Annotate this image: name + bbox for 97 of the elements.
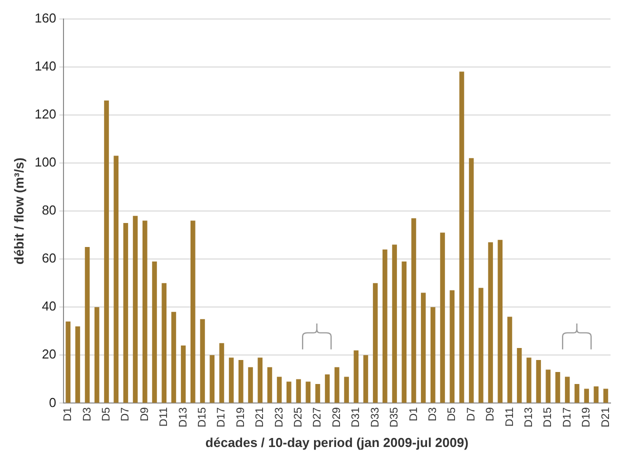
x-axis-title: décades / 10-day period (jan 2009-jul 2009) <box>205 434 468 450</box>
x-tick-label: D21 <box>600 407 612 428</box>
bar <box>152 261 157 403</box>
bar <box>286 382 292 403</box>
bar <box>210 355 215 403</box>
y-tick-label: 120 <box>34 106 56 122</box>
y-tick-label: 40 <box>42 298 56 314</box>
x-tick-label: D15 <box>542 407 554 428</box>
x-tick-label: D1 <box>62 407 74 422</box>
bar <box>132 216 138 403</box>
x-tick-label: D5 <box>446 407 458 422</box>
x-tick-label: D33 <box>369 407 382 428</box>
x-tick-label: D35 <box>388 407 401 428</box>
bar <box>324 374 330 403</box>
bar <box>411 218 416 403</box>
bar <box>248 367 253 403</box>
bar <box>564 376 570 403</box>
y-tick-label: 140 <box>34 58 56 74</box>
y-tick-label: 0 <box>49 394 56 410</box>
bar <box>526 358 532 403</box>
bar <box>402 261 407 403</box>
bar <box>114 156 118 403</box>
bar <box>546 370 551 403</box>
y-tick-label: 60 <box>42 250 56 266</box>
bar <box>468 158 474 403</box>
bar <box>450 290 455 403</box>
x-tick-label: D3 <box>426 407 439 422</box>
bar <box>459 72 464 403</box>
bar <box>574 384 580 403</box>
bar <box>94 307 100 403</box>
x-tick-label: D7 <box>120 407 132 422</box>
x-tick-label: D5 <box>100 407 113 422</box>
x-tick-label: D17 <box>561 407 574 428</box>
x-tick-label: D9 <box>484 407 497 422</box>
y-tick-label: 100 <box>34 154 56 170</box>
bar <box>75 326 80 403</box>
x-tick-label: D19 <box>234 407 247 428</box>
x-tick-label: D11 <box>158 407 170 427</box>
y-tick-label: 160 <box>34 10 56 26</box>
bar <box>228 358 234 403</box>
bar <box>440 232 445 403</box>
bar <box>354 350 359 403</box>
bar <box>306 382 311 403</box>
bar <box>594 386 599 403</box>
bar <box>219 343 224 403</box>
bar <box>238 360 244 403</box>
y-tick-label: 20 <box>42 346 56 362</box>
bar <box>584 388 589 403</box>
bar <box>555 372 560 403</box>
y-axis-title: débit / flow (m³/s) <box>11 158 26 264</box>
x-tick-label: D7 <box>465 407 478 422</box>
bar <box>190 220 196 403</box>
bar <box>315 384 320 403</box>
bar <box>66 322 70 403</box>
bar <box>430 307 436 403</box>
bar <box>498 240 503 403</box>
x-tick-label: D3 <box>81 407 94 422</box>
bar <box>296 379 301 403</box>
x-tick-label: D9 <box>138 407 151 422</box>
x-tick-label: D25 <box>292 407 305 428</box>
bar <box>363 355 368 403</box>
bar <box>344 376 349 403</box>
bar <box>334 367 340 403</box>
x-tick-label: D17 <box>216 407 228 428</box>
y-tick-label: 80 <box>42 202 56 218</box>
bar <box>276 376 282 403</box>
bar <box>84 247 90 403</box>
bar <box>516 348 522 403</box>
x-tick-label: D11 <box>504 407 516 427</box>
x-tick-label: D15 <box>196 407 209 428</box>
bar <box>200 319 205 403</box>
bar <box>267 367 272 403</box>
bar <box>603 388 608 403</box>
bar <box>142 220 148 403</box>
bar <box>382 249 388 403</box>
bar <box>104 100 109 403</box>
bar <box>478 288 484 403</box>
bar <box>180 346 186 403</box>
bar <box>488 242 493 403</box>
x-tick-label: D1 <box>408 407 420 422</box>
bar <box>162 283 166 403</box>
x-tick-label: D13 <box>522 407 535 428</box>
bar <box>258 358 263 403</box>
x-tick-label: D19 <box>580 407 593 428</box>
bar <box>536 360 541 403</box>
bar <box>372 283 378 403</box>
x-tick-label: D23 <box>273 407 286 428</box>
x-tick-label: D31 <box>350 407 362 428</box>
bar <box>420 292 426 403</box>
bar <box>171 312 176 403</box>
bar <box>123 223 128 403</box>
x-tick-label: D13 <box>177 407 190 428</box>
bar <box>392 244 397 403</box>
bar <box>507 316 512 403</box>
x-tick-label: D27 <box>312 407 324 428</box>
x-tick-label: D29 <box>330 407 343 428</box>
x-tick-label: D21 <box>254 407 266 428</box>
